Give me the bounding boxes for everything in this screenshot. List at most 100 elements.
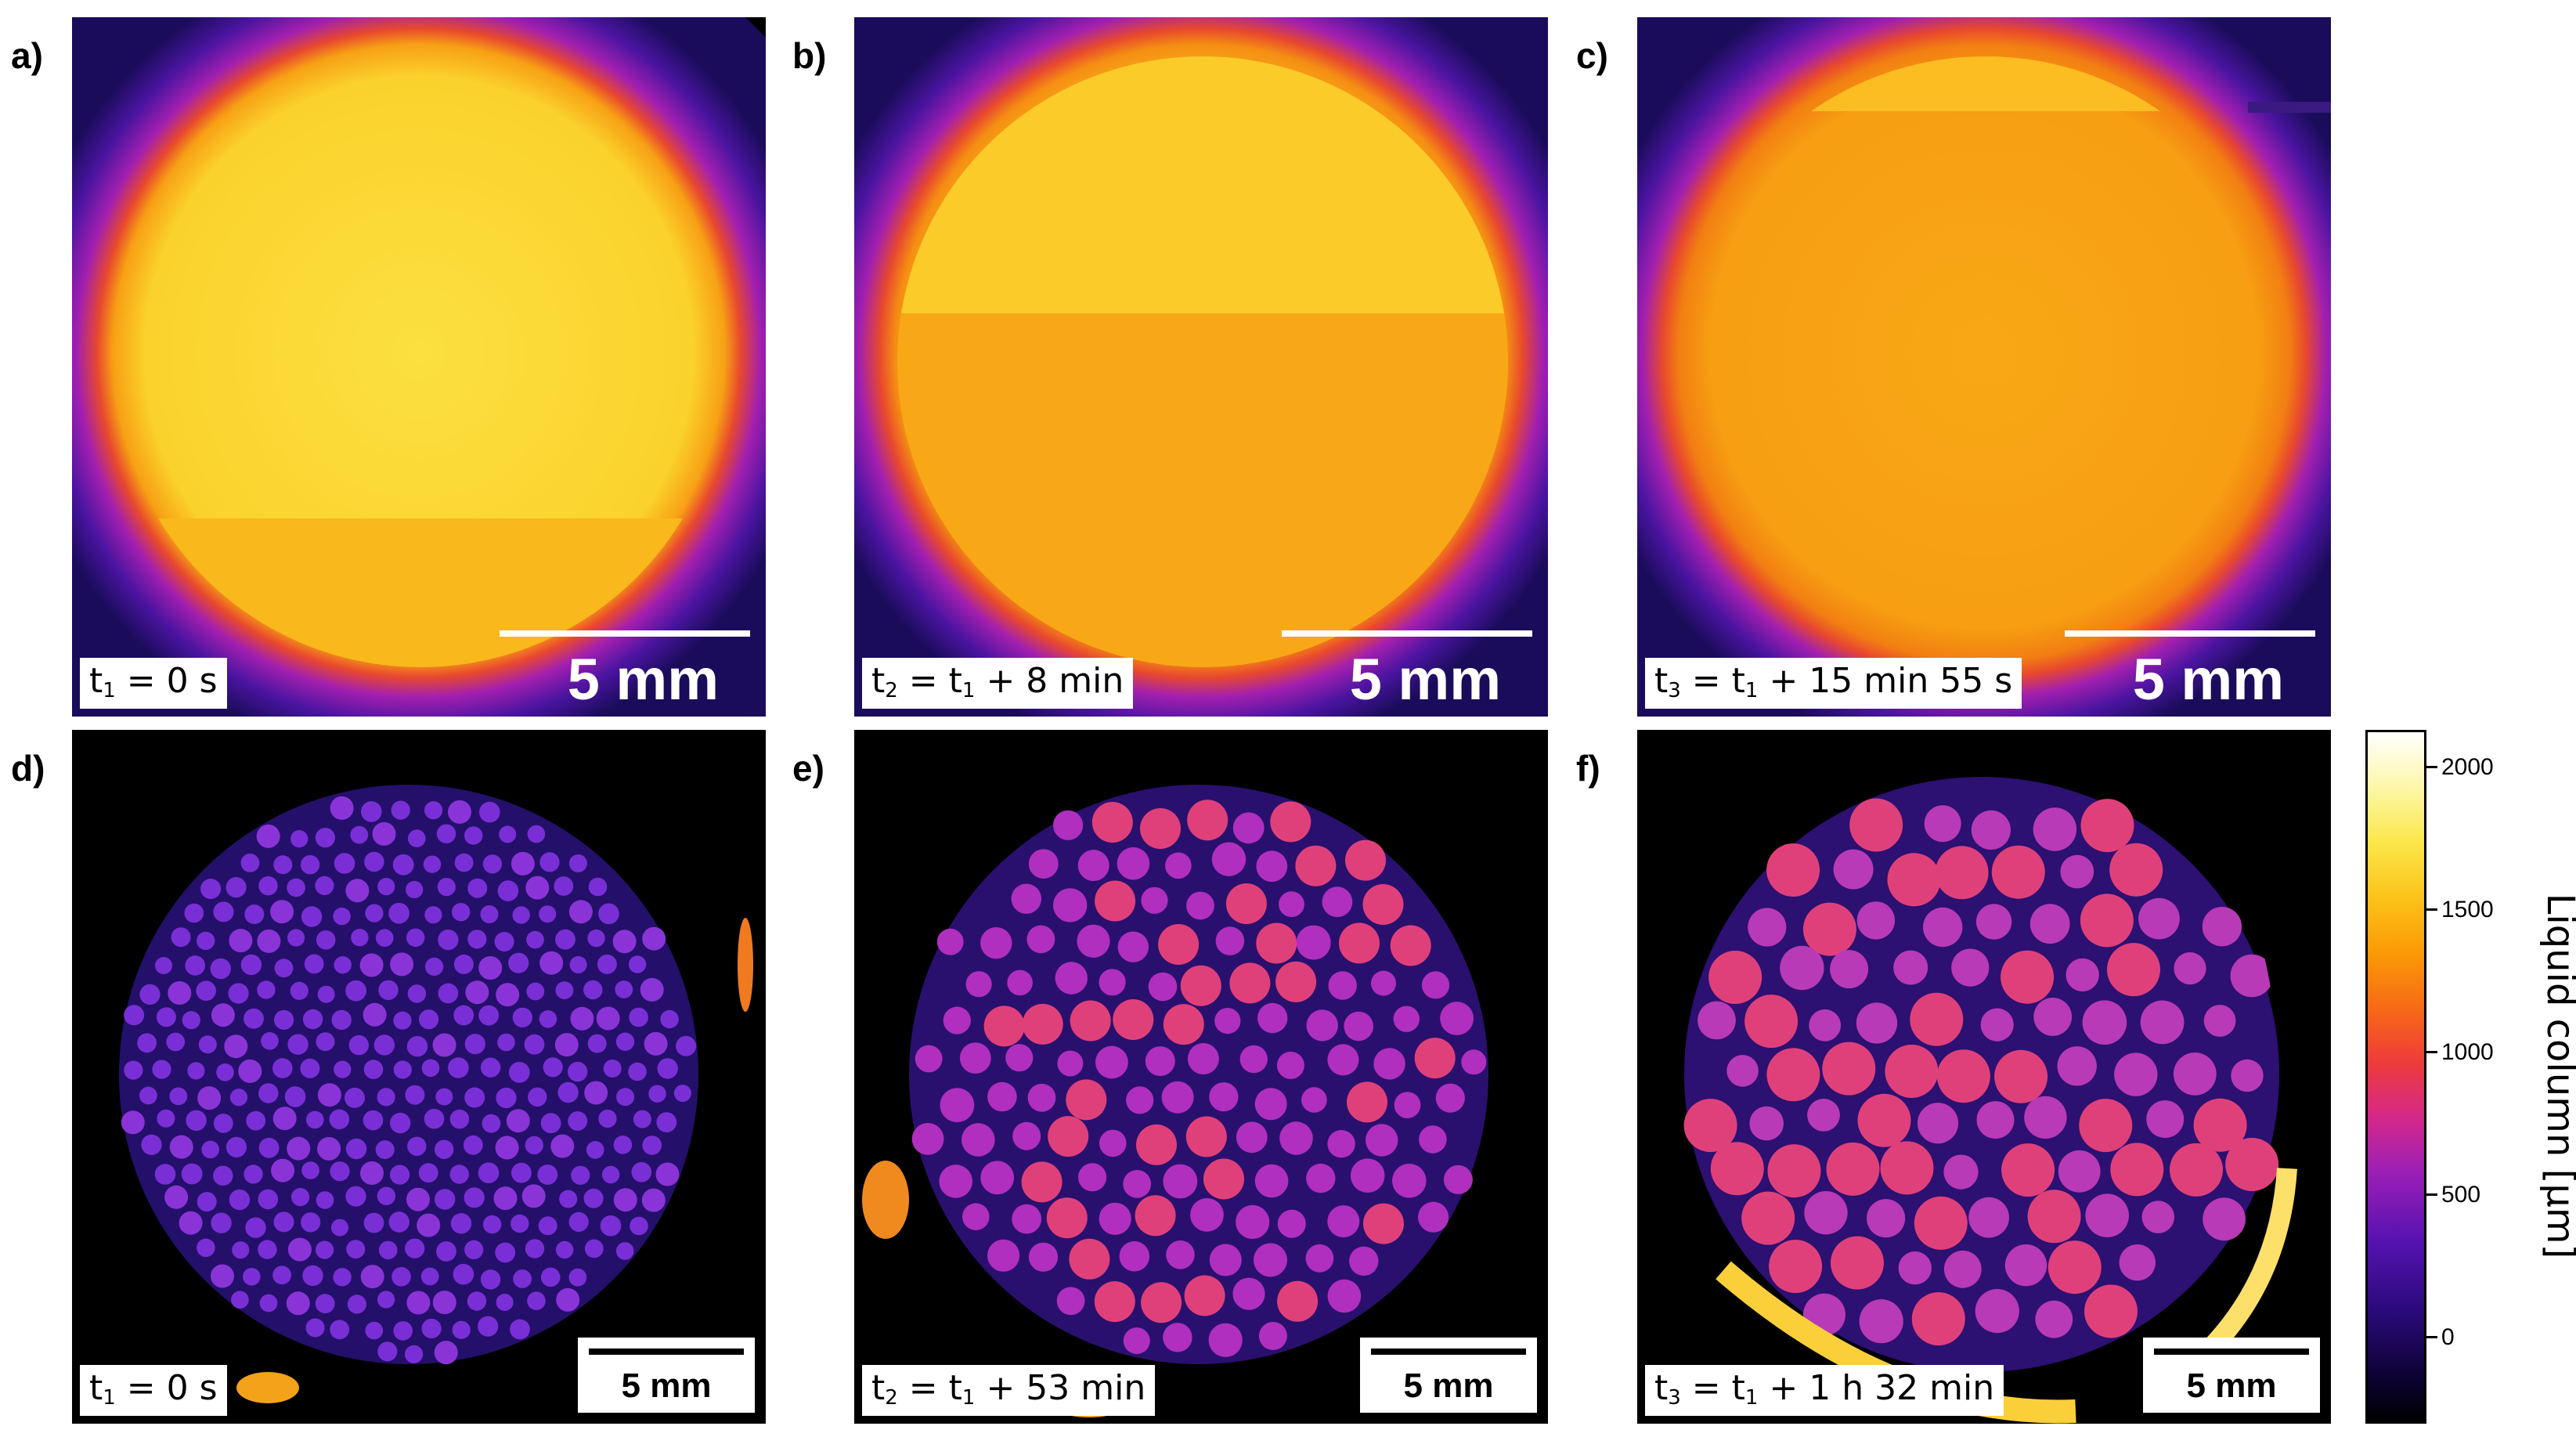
droplet [168, 981, 192, 1005]
droplet [197, 1238, 215, 1258]
droplet [408, 829, 426, 847]
droplet [1898, 1251, 1932, 1285]
droplet [392, 854, 414, 876]
droplet [915, 1045, 943, 1073]
droplet [1095, 1045, 1128, 1079]
droplet [1119, 1241, 1150, 1272]
droplet [1893, 950, 1928, 985]
droplet [1113, 999, 1154, 1040]
droplet [1012, 1204, 1042, 1234]
droplet [448, 800, 471, 824]
droplet [406, 1291, 431, 1315]
panel-d-image: t1 = 0 s 5 mm [72, 730, 766, 1424]
droplet [1394, 1092, 1421, 1118]
scale-bar [1282, 630, 1532, 637]
droplet [141, 1134, 162, 1155]
droplet [494, 932, 514, 951]
droplet [393, 1321, 413, 1341]
droplet-image [1683, 734, 2312, 1424]
droplet [229, 1189, 251, 1211]
droplet [418, 1163, 438, 1183]
droplet [287, 878, 305, 897]
droplet [166, 1032, 186, 1052]
droplet [1362, 884, 1404, 925]
droplet [1277, 1280, 1319, 1322]
droplet [1099, 1129, 1127, 1157]
droplet [2173, 1052, 2217, 1096]
droplet [587, 1034, 607, 1053]
droplet [1708, 951, 1762, 1004]
droplet [273, 1211, 294, 1233]
scale-bar-line [589, 1349, 744, 1355]
panel-f-image: t3 = t1 + 1 h 32 min 5 mm [1637, 730, 2331, 1424]
colorbar-tick-label: 500 [2441, 1182, 2481, 1208]
droplet [432, 1291, 456, 1315]
droplet [225, 1136, 247, 1157]
droplet [939, 1164, 972, 1198]
droplet [2060, 854, 2094, 889]
droplet [453, 954, 474, 974]
droplet [436, 824, 456, 843]
droplet [1163, 1323, 1192, 1352]
droplet [1923, 907, 1963, 948]
droplet [1140, 808, 1181, 849]
droplet [629, 1007, 648, 1027]
droplet [961, 1123, 995, 1157]
scale-bar [2065, 630, 2315, 637]
droplet [1350, 1158, 1385, 1193]
panel-letter-b: b) [792, 35, 827, 76]
droplet [538, 1216, 557, 1236]
droplet [478, 1162, 500, 1183]
droplet [169, 1135, 193, 1159]
droplet [244, 1164, 263, 1184]
droplet [365, 904, 384, 922]
droplet [378, 980, 399, 1000]
droplet [1011, 883, 1041, 914]
droplet [1305, 1244, 1334, 1273]
droplet [467, 1291, 487, 1311]
droplet [365, 1321, 384, 1340]
droplet [467, 930, 487, 949]
colorbar-tick-label: 1000 [2441, 1039, 2494, 1065]
droplet [568, 1211, 589, 1232]
droplet [2225, 1138, 2279, 1191]
droplet [1022, 1003, 1063, 1045]
droplet [270, 900, 294, 924]
droplet [1910, 992, 1964, 1046]
droplet [2029, 904, 2070, 944]
droplet [2109, 843, 2163, 897]
droplet [1443, 1164, 1473, 1194]
droplet [644, 1031, 668, 1056]
droplet [1328, 971, 1357, 1000]
droplet [510, 1319, 530, 1340]
droplet [405, 1238, 425, 1258]
droplet [345, 980, 366, 1002]
droplet [1943, 1154, 1979, 1190]
droplet [1867, 1199, 1906, 1238]
droplet [525, 876, 550, 900]
droplet [571, 1165, 590, 1185]
droplet [333, 907, 351, 926]
droplet [350, 825, 369, 844]
droplet [197, 1192, 217, 1212]
droplet [1094, 1281, 1135, 1323]
droplet [287, 929, 305, 947]
droplet [1099, 1202, 1131, 1235]
droplet [1780, 945, 1824, 991]
droplet [421, 1059, 440, 1078]
droplet [1095, 880, 1136, 922]
colorbar-tick [2426, 766, 2437, 768]
droplet [1807, 1099, 1840, 1132]
droplet [598, 903, 619, 925]
droplet [1254, 1164, 1289, 1198]
droplet [406, 880, 424, 899]
droplet [315, 828, 335, 848]
droplet [1163, 1004, 1204, 1045]
droplet [1856, 901, 1896, 940]
droplet [615, 980, 633, 998]
droplet [360, 1265, 384, 1289]
droplet [1306, 1163, 1336, 1193]
droplet [436, 1241, 456, 1262]
droplet [1975, 904, 2012, 940]
droplet [543, 1057, 563, 1078]
